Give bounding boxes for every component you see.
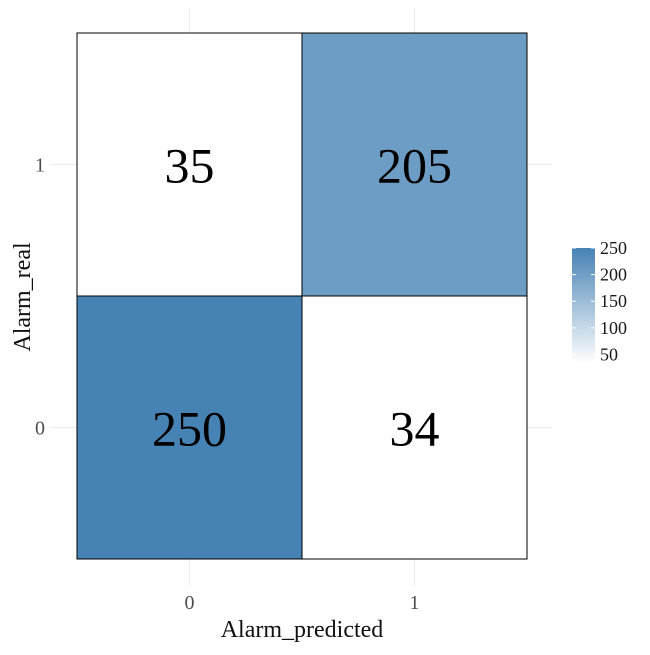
legend-tick-label-100: 100 <box>600 318 627 338</box>
x-axis-label: Alarm_predicted <box>221 617 384 643</box>
cell-value-label-0-0: 250 <box>152 401 227 457</box>
axes: Alarm_predicted Alarm_real 0 1 0 1 <box>10 155 420 644</box>
legend-tick-label-250: 250 <box>600 238 627 258</box>
legend-tick-label-150: 150 <box>600 291 627 311</box>
x-tick-label-0: 0 <box>185 592 195 614</box>
cell-value-label-1-1: 205 <box>377 138 452 194</box>
cell-value-label-1-0: 34 <box>390 401 440 457</box>
heatmap-cell-0-1 <box>76 32 303 297</box>
cell-value-label-0-1: 35 <box>165 138 215 194</box>
heatmap-cell-0-0 <box>76 295 303 560</box>
legend-tick-label-50: 50 <box>600 344 618 364</box>
heatmap-cell-1-0 <box>301 295 528 560</box>
y-tick-label-0: 0 <box>35 418 45 440</box>
legend-colorbar <box>572 248 595 363</box>
x-tick-label-1: 1 <box>410 592 420 614</box>
y-axis-label: Alarm_real <box>10 242 36 352</box>
y-tick-label-1: 1 <box>35 155 45 177</box>
heatmap-cells: 35 205 250 34 <box>76 32 528 560</box>
legend-tick-label-200: 200 <box>600 265 627 285</box>
color-legend: 250 200 150 100 50 <box>572 238 627 364</box>
